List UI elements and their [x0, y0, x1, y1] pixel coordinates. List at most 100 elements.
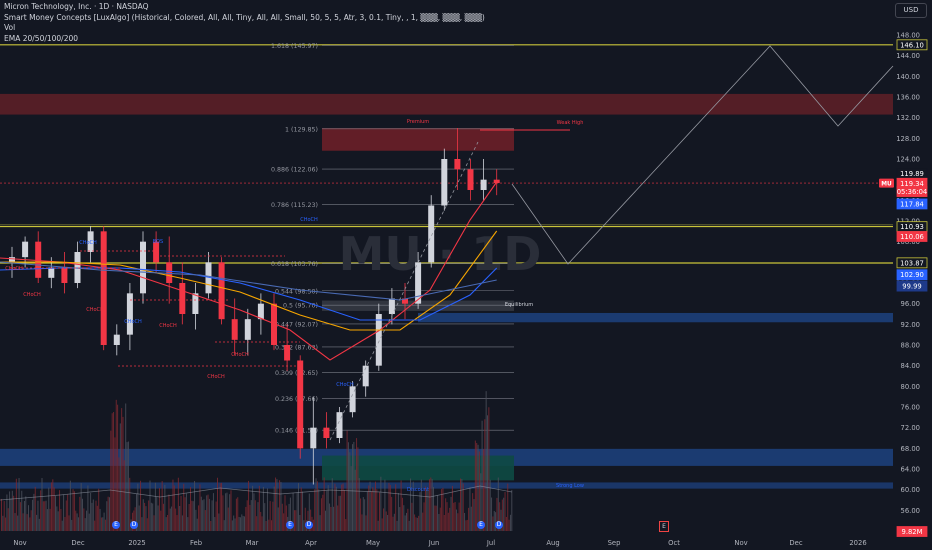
volume-bar: [320, 498, 322, 531]
indicator-ema-label[interactable]: EMA 20/50/100/200: [4, 33, 79, 43]
volume-bar: [473, 499, 475, 531]
volume-bar: [458, 502, 460, 531]
volume-bar: [194, 481, 196, 531]
volume-bar: [140, 480, 142, 531]
candle[interactable]: [480, 179, 487, 190]
candle[interactable]: [22, 241, 29, 258]
currency-button[interactable]: USD: [895, 3, 927, 18]
volume-bar: [331, 478, 333, 531]
smc-choch-label: CHoCH: [300, 217, 318, 223]
volume-bar: [257, 502, 259, 531]
candle[interactable]: [454, 159, 461, 170]
volume-bar: [493, 510, 495, 531]
dividend-event-icon[interactable]: D: [305, 521, 313, 529]
indicator-smc-label[interactable]: Smart Money Concepts [LuxAlgo] (Historic…: [4, 12, 485, 22]
candle[interactable]: [493, 179, 500, 184]
smc-strong-low-label: Strong Low: [556, 483, 584, 489]
volume-bar: [354, 469, 356, 531]
price-label-box: [896, 280, 928, 292]
candle[interactable]: [153, 241, 160, 263]
candle[interactable]: [100, 231, 107, 345]
volume-bar: [98, 488, 100, 531]
price-axis-tick: 84.00: [901, 362, 920, 370]
candle[interactable]: [388, 298, 395, 315]
time-axis-label: Dec: [71, 539, 84, 547]
candle[interactable]: [284, 345, 291, 361]
smc-choch-label: CHoCH: [207, 374, 225, 380]
candle[interactable]: [192, 293, 199, 314]
volume-average-line: [0, 485, 513, 501]
candle[interactable]: [126, 293, 133, 335]
volume-bar: [334, 483, 336, 531]
candle[interactable]: [402, 298, 408, 304]
candle[interactable]: [310, 427, 317, 449]
volume-bar: [441, 489, 443, 531]
volume-bar: [356, 438, 358, 531]
smc-choch-label: CHoCH: [159, 323, 177, 329]
dividend-event-icon[interactable]: D: [130, 521, 138, 529]
symbol-title[interactable]: Micron Technology, Inc. · 1D · NASDAQ: [4, 2, 149, 11]
volume-bar: [183, 483, 185, 531]
volume-bar: [488, 407, 490, 531]
volume-bar: [268, 519, 270, 531]
volume-bar: [335, 486, 337, 531]
dividend-event-icon[interactable]: D: [495, 521, 503, 529]
candle[interactable]: [271, 303, 277, 345]
volume-bar: [75, 510, 77, 531]
volume-bar: [30, 510, 32, 531]
ema-50-line[interactable]: [0, 230, 498, 331]
ema-200-line[interactable]: [0, 261, 497, 301]
volume-bar: [100, 517, 102, 531]
candle[interactable]: [362, 365, 369, 387]
volume-bar: [207, 494, 209, 531]
candle[interactable]: [179, 283, 186, 314]
candle[interactable]: [205, 262, 212, 294]
candle[interactable]: [257, 303, 264, 320]
volume-bar: [283, 513, 285, 531]
future-earnings-icon[interactable]: E: [659, 521, 669, 532]
candle[interactable]: [140, 241, 146, 294]
volume-bar: [383, 508, 385, 531]
candle[interactable]: [336, 412, 343, 438]
earnings-event-icon[interactable]: E: [112, 521, 120, 529]
projection-path-line[interactable]: [511, 45, 894, 265]
candle[interactable]: [467, 169, 474, 190]
volume-bar: [349, 452, 351, 531]
candle[interactable]: [441, 159, 448, 206]
candle[interactable]: [428, 205, 435, 263]
candle[interactable]: [375, 314, 382, 366]
time-axis-label: Aug: [546, 539, 559, 547]
volume-bar: [226, 492, 228, 531]
volume-bar: [399, 507, 401, 531]
smc-choch-label: CHoCH: [86, 307, 104, 313]
earnings-event-icon[interactable]: E: [477, 521, 485, 529]
candle[interactable]: [113, 334, 120, 345]
candle[interactable]: [9, 257, 15, 263]
volume-bar: [195, 509, 197, 531]
volume-bar: [188, 504, 190, 531]
candle[interactable]: [415, 262, 422, 304]
candle[interactable]: [48, 267, 55, 278]
candle[interactable]: [231, 319, 238, 340]
trend-line[interactable]: [329, 141, 479, 441]
ema-20-line[interactable]: [0, 181, 498, 361]
candle[interactable]: [323, 427, 330, 438]
earnings-event-icon[interactable]: E: [286, 521, 294, 529]
volume-bar: [308, 493, 310, 531]
candle[interactable]: [35, 241, 42, 278]
candle[interactable]: [349, 386, 356, 413]
volume-bar: [299, 514, 301, 531]
candle[interactable]: [218, 262, 225, 320]
candle[interactable]: [87, 231, 94, 252]
volume-bar: [439, 507, 441, 531]
indicator-vol-label[interactable]: Vol: [4, 23, 16, 32]
volume-bar: [215, 501, 217, 531]
candle[interactable]: [61, 267, 68, 284]
volume-bar: [76, 513, 78, 531]
volume-bar: [42, 501, 44, 531]
candle[interactable]: [166, 262, 173, 283]
candle[interactable]: [244, 319, 251, 340]
candle[interactable]: [297, 360, 304, 449]
volume-bar: [427, 488, 429, 531]
